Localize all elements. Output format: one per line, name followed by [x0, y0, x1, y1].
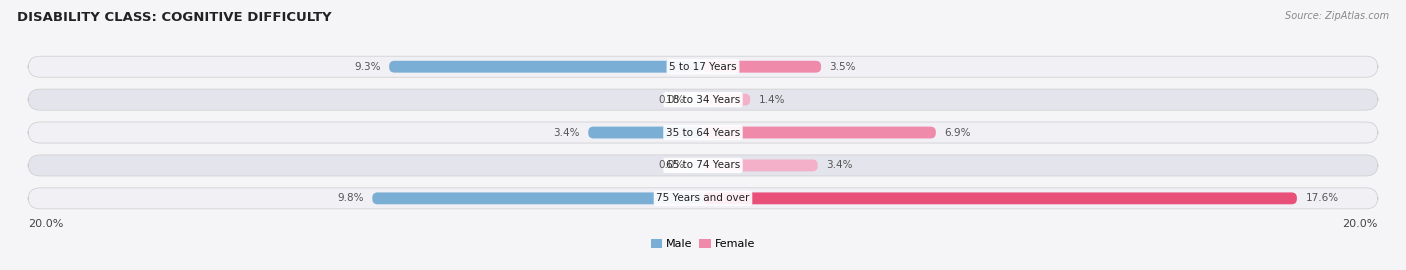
- Text: 0.0%: 0.0%: [658, 94, 685, 104]
- FancyBboxPatch shape: [703, 94, 751, 106]
- FancyBboxPatch shape: [28, 155, 1378, 176]
- Text: 6.9%: 6.9%: [945, 127, 970, 137]
- FancyBboxPatch shape: [28, 56, 1378, 77]
- Text: 9.8%: 9.8%: [337, 193, 364, 203]
- Text: 75 Years and over: 75 Years and over: [657, 193, 749, 203]
- Text: 5 to 17 Years: 5 to 17 Years: [669, 62, 737, 72]
- Text: 17.6%: 17.6%: [1305, 193, 1339, 203]
- FancyBboxPatch shape: [703, 160, 818, 171]
- Text: 35 to 64 Years: 35 to 64 Years: [666, 127, 740, 137]
- Text: 20.0%: 20.0%: [1343, 219, 1378, 229]
- Text: 20.0%: 20.0%: [28, 219, 63, 229]
- Text: 0.0%: 0.0%: [658, 160, 685, 170]
- FancyBboxPatch shape: [389, 61, 703, 73]
- FancyBboxPatch shape: [703, 193, 1296, 204]
- FancyBboxPatch shape: [28, 188, 1378, 209]
- FancyBboxPatch shape: [693, 94, 703, 106]
- Text: DISABILITY CLASS: COGNITIVE DIFFICULTY: DISABILITY CLASS: COGNITIVE DIFFICULTY: [17, 11, 332, 24]
- Text: 3.4%: 3.4%: [827, 160, 852, 170]
- Text: 9.3%: 9.3%: [354, 62, 381, 72]
- FancyBboxPatch shape: [28, 122, 1378, 143]
- FancyBboxPatch shape: [703, 127, 936, 139]
- Text: 1.4%: 1.4%: [759, 94, 785, 104]
- Text: 3.5%: 3.5%: [830, 62, 856, 72]
- Legend: Male, Female: Male, Female: [647, 235, 759, 254]
- FancyBboxPatch shape: [703, 61, 821, 73]
- FancyBboxPatch shape: [693, 160, 703, 171]
- FancyBboxPatch shape: [373, 193, 703, 204]
- Text: 18 to 34 Years: 18 to 34 Years: [666, 94, 740, 104]
- Text: 65 to 74 Years: 65 to 74 Years: [666, 160, 740, 170]
- Text: Source: ZipAtlas.com: Source: ZipAtlas.com: [1285, 11, 1389, 21]
- FancyBboxPatch shape: [588, 127, 703, 139]
- FancyBboxPatch shape: [28, 89, 1378, 110]
- Text: 3.4%: 3.4%: [554, 127, 579, 137]
